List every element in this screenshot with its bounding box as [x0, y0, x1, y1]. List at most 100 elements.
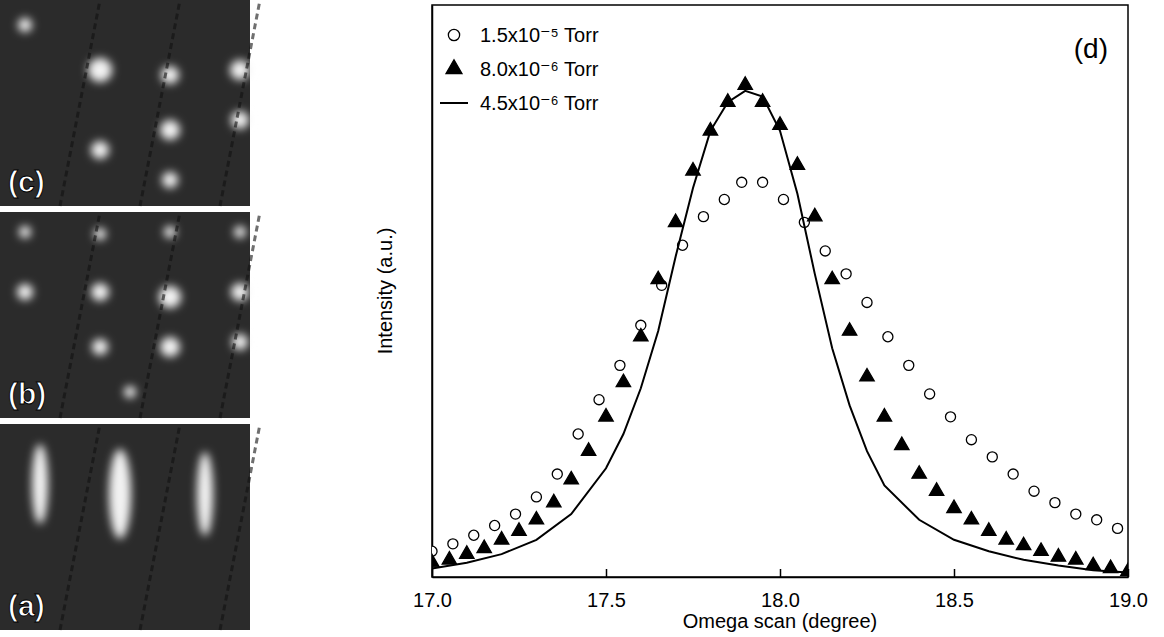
- series-points: [432, 177, 1123, 556]
- x-tick: 18.5: [935, 569, 974, 611]
- data-point: [1050, 498, 1060, 508]
- legend-label: 8.0x10⁻⁶ Torr: [480, 58, 599, 80]
- data-point: [581, 443, 595, 455]
- data-point: [1121, 563, 1128, 575]
- diffraction-spot: [124, 386, 136, 398]
- image-background: [0, 0, 250, 206]
- x-axis: 17.0 17.5 18.0 18.5 19.0: [413, 569, 1148, 611]
- data-point: [510, 509, 520, 519]
- diffraction-spot: [109, 449, 131, 539]
- data-point: [490, 520, 500, 530]
- image-panel: (c): [0, 0, 260, 206]
- x-tick-label: 18.0: [761, 589, 800, 611]
- image-panel: (b): [0, 212, 260, 418]
- data-point: [982, 523, 996, 535]
- data-point: [929, 483, 943, 495]
- data-point: [883, 332, 893, 342]
- image-streak: [140, 0, 180, 206]
- legend-marker: [446, 60, 462, 74]
- data-point: [573, 429, 583, 439]
- x-tick-label: 18.5: [935, 589, 974, 611]
- x-tick: 17.5: [587, 569, 626, 611]
- data-point: [758, 177, 768, 187]
- data-point: [651, 271, 665, 283]
- x-tick-mark: [954, 569, 956, 577]
- data-point: [808, 208, 822, 220]
- data-point: [615, 360, 625, 370]
- chart-title: (d): [1074, 33, 1108, 64]
- y-axis-title: Intensity (a.u.): [374, 228, 396, 355]
- data-point: [494, 531, 508, 543]
- x-tick-mark: [780, 569, 782, 577]
- data-point: [945, 412, 955, 422]
- x-tick-label: 17.0: [413, 589, 452, 611]
- data-point: [778, 194, 788, 204]
- diffraction-spot: [162, 172, 178, 188]
- image-streak: [220, 212, 260, 418]
- figure: (c)(b)(a)17.017.518.018.519.0Omega scan …: [0, 0, 1164, 637]
- data-point: [1071, 509, 1081, 519]
- image-streak: [60, 212, 100, 418]
- image-background: [0, 212, 250, 418]
- diffraction-spot: [160, 120, 180, 140]
- data-point: [964, 511, 978, 523]
- data-point: [1034, 543, 1048, 555]
- data-point: [738, 77, 752, 89]
- data-point: [1092, 515, 1102, 525]
- legend-marker: [440, 102, 468, 104]
- data-point: [737, 177, 747, 187]
- legend: 1.5x10⁻⁵ Torr 8.0x10⁻⁶ Torr 4.5x10⁻⁶ Torr: [440, 24, 599, 114]
- diffraction-spot: [197, 452, 213, 536]
- image-background: [0, 424, 250, 630]
- data-point: [987, 452, 997, 462]
- image-streak: [140, 212, 180, 418]
- data-point: [925, 389, 935, 399]
- plot-frame: [432, 5, 1128, 577]
- data-point: [1051, 549, 1065, 561]
- x-tick-label: 19.0: [1109, 589, 1148, 611]
- data-point: [721, 94, 735, 106]
- panel-label: (a): [8, 589, 45, 622]
- diffraction-spot: [91, 283, 109, 301]
- data-point: [442, 552, 456, 564]
- data-point: [477, 540, 491, 552]
- data-point: [841, 269, 851, 279]
- data-point: [842, 323, 856, 335]
- data-point: [668, 214, 682, 226]
- data-point: [1069, 552, 1083, 564]
- diffraction-spot: [160, 337, 180, 357]
- data-point: [599, 409, 613, 421]
- data-point: [895, 437, 909, 449]
- plot-area: [432, 77, 1128, 576]
- data-point: [616, 374, 630, 386]
- series-line: [432, 91, 1128, 573]
- chart: 17.017.518.018.519.0Omega scan (degree)I…: [374, 5, 1148, 632]
- data-point: [860, 368, 874, 380]
- data-point: [552, 469, 562, 479]
- data-point: [529, 511, 543, 523]
- series-points: [432, 77, 1128, 576]
- image-streak: [140, 424, 180, 630]
- data-point: [512, 523, 526, 535]
- diffraction-spot: [231, 111, 249, 129]
- data-point: [531, 492, 541, 502]
- data-point: [432, 554, 439, 566]
- image-streak: [60, 0, 100, 206]
- legend-label: 1.5x10⁻⁵ Torr: [480, 24, 599, 46]
- diffraction-spot: [92, 339, 108, 355]
- legend-label: 4.5x10⁻⁶ Torr: [480, 92, 599, 114]
- data-point: [790, 157, 804, 169]
- y-axis-line: [432, 6, 434, 578]
- panel-label: (c): [8, 165, 45, 198]
- data-point: [698, 212, 708, 222]
- image-streak: [220, 0, 260, 206]
- data-point: [877, 409, 891, 421]
- diffraction-spot: [161, 66, 179, 84]
- data-point: [904, 360, 914, 370]
- data-point: [862, 297, 872, 307]
- diffraction-spot: [91, 141, 109, 159]
- data-point: [719, 194, 729, 204]
- data-point: [1113, 523, 1123, 533]
- data-point: [1086, 557, 1100, 569]
- y-axis: [432, 6, 433, 578]
